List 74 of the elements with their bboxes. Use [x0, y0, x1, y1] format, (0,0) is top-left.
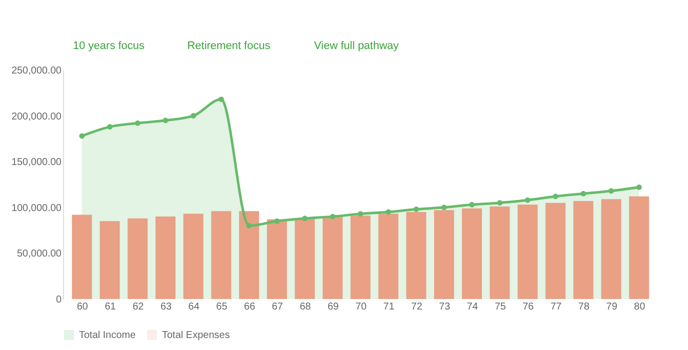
point [524, 197, 530, 203]
x-tick-label: 64 [188, 302, 200, 312]
bar [239, 211, 260, 299]
bar [211, 211, 232, 299]
point [246, 222, 252, 228]
bar [322, 216, 343, 299]
x-tick-label: 68 [300, 302, 312, 312]
legend-label: Total Income [79, 330, 136, 341]
bar [462, 208, 482, 299]
x-tick-label: 79 [606, 302, 618, 312]
bar [573, 200, 594, 299]
x-tick-label: 62 [132, 302, 144, 312]
x-tick-label: 71 [383, 302, 395, 312]
bar [601, 199, 622, 299]
bar [128, 218, 148, 299]
bar [546, 202, 566, 299]
bar [629, 196, 650, 299]
point [552, 194, 558, 200]
x-tick-label: 77 [550, 302, 562, 312]
point [636, 184, 642, 190]
point [134, 120, 140, 126]
bar [378, 214, 398, 299]
bar [183, 214, 204, 299]
x-tick-label: 80 [634, 302, 646, 312]
y-tick-label: 0 [56, 294, 62, 306]
text: 10 years focus [73, 40, 146, 52]
x-tick-label: 66 [244, 302, 256, 312]
text: View full pathway [314, 40, 400, 52]
x-tick-label: 70 [355, 302, 367, 312]
point [330, 214, 336, 220]
bar [266, 219, 287, 299]
bar [406, 212, 426, 299]
bar [100, 221, 120, 299]
y-tick-label: 100,000.00 [11, 202, 62, 214]
y-tick-label: 150,000.00 [11, 157, 62, 168]
x-tick-label: 73 [439, 302, 451, 312]
x-tick-label: 72 [411, 302, 423, 312]
x-tick-label: 61 [104, 302, 116, 312]
point [274, 218, 280, 224]
point [497, 200, 503, 206]
point [469, 202, 475, 208]
point [162, 118, 168, 124]
x-tick-label: 69 [328, 302, 340, 312]
point [608, 188, 614, 194]
bar [518, 204, 538, 299]
bar [156, 216, 176, 299]
x-tick-label: 67 [272, 302, 284, 312]
x-tick-label: 76 [522, 302, 534, 312]
bar [72, 214, 92, 299]
bar [294, 218, 315, 299]
bar [490, 206, 510, 299]
point [441, 204, 447, 210]
bar [434, 210, 454, 299]
point [413, 206, 419, 212]
y-tick-label: 200,000.00 [11, 111, 62, 122]
legend-label: Total Expenses [162, 330, 230, 341]
y-tick-label: 50,000.00 [17, 248, 62, 260]
point [218, 96, 224, 102]
x-tick-label: 75 [494, 302, 506, 312]
x-tick-label: 63 [160, 302, 172, 312]
point [107, 124, 113, 130]
bar [350, 216, 370, 299]
point [79, 133, 85, 139]
y-tick-label: 250,000.00 [11, 66, 62, 76]
point [580, 190, 586, 196]
point [302, 216, 308, 222]
x-tick-label: 74 [466, 302, 478, 312]
point [190, 113, 196, 119]
x-tick-label: 65 [216, 302, 228, 312]
point [386, 209, 392, 215]
x-tick-label: 60 [76, 302, 88, 312]
text: Retirement focus [187, 40, 271, 52]
point [358, 211, 364, 217]
x-tick-label: 78 [578, 302, 590, 312]
